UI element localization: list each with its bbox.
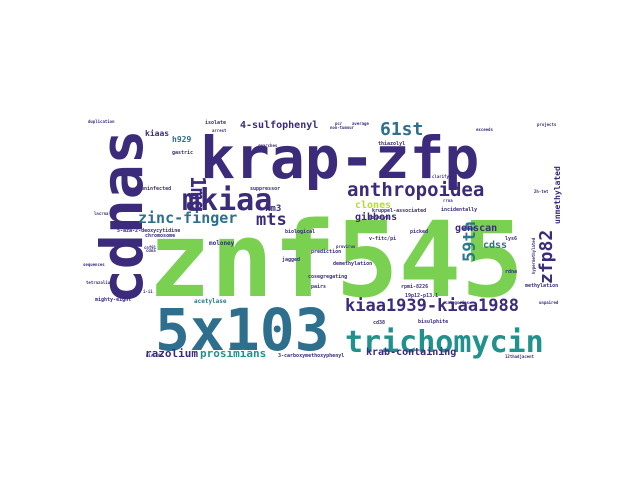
word: moloney: [209, 240, 235, 247]
word: lys6: [505, 236, 517, 242]
word: pairs: [311, 284, 326, 290]
word: exceeds: [476, 127, 493, 132]
word: krap-zfp: [200, 124, 479, 192]
cloud-canvas: [69, 116, 573, 368]
word: cosegregating: [308, 274, 347, 280]
word: znf545: [148, 199, 524, 321]
word: 2h-tet: [534, 189, 549, 194]
word: i-ii: [143, 289, 153, 294]
word: prosimians: [200, 347, 266, 360]
word: 19p12-p13.1: [405, 293, 438, 299]
word: h929: [172, 135, 191, 144]
word: krab-containing: [366, 346, 456, 358]
word: gastric: [172, 150, 193, 156]
word: biological: [285, 229, 315, 235]
word: cdss: [483, 240, 507, 251]
word: 59th: [460, 221, 480, 262]
word: 12thadjacent: [505, 354, 534, 359]
word: uninfected: [141, 186, 171, 192]
word: projects: [537, 122, 557, 127]
word: mts: [256, 210, 287, 230]
word: 61st: [380, 119, 423, 140]
word: clarify: [432, 174, 449, 179]
word: categories: [445, 300, 470, 305]
word: lncrna: [94, 211, 109, 216]
word: km3: [265, 204, 281, 214]
word: thiazolyl: [378, 141, 405, 147]
word: 5x103: [155, 296, 330, 364]
word: cnf91: [144, 245, 157, 250]
word: 1mg: [186, 176, 210, 212]
word: provirus: [336, 244, 356, 249]
word: rrna: [443, 198, 453, 203]
word: kruppel-associated: [372, 208, 426, 214]
word: rdna: [505, 269, 517, 275]
word: acetylase: [194, 298, 227, 305]
word: mkiaa: [182, 183, 272, 218]
word: unpaired: [539, 300, 559, 305]
word: duplication: [88, 119, 115, 124]
word: 3-carboxymethoxyphenyl: [278, 353, 344, 359]
word: genscan: [455, 223, 497, 234]
word: kiaas: [145, 128, 169, 138]
word: demethylation: [333, 261, 372, 267]
word: picked: [410, 229, 428, 235]
word: cd38: [373, 320, 385, 326]
word: mighty-eight: [95, 297, 131, 303]
word: tetrazolium: [86, 280, 113, 285]
word: zfp82: [536, 230, 557, 284]
word: mir-106: [146, 353, 163, 358]
word: rpmi-8226: [401, 284, 428, 290]
word: pcr: [335, 121, 343, 126]
word: non-tumour: [330, 125, 355, 130]
word: clones: [355, 200, 391, 211]
word: hypermethylated: [531, 237, 536, 274]
word: 5-aza-2-deoxycytidine: [117, 228, 180, 234]
word: smarches: [258, 143, 278, 148]
word: cdnas: [88, 129, 156, 304]
word: unmethylated: [553, 166, 562, 224]
word: sequences: [83, 262, 105, 267]
word: razolium: [145, 347, 198, 360]
word: cdna: [146, 248, 156, 253]
word: jagged: [282, 256, 300, 263]
word: methylation: [525, 283, 558, 289]
word: prediction: [311, 249, 341, 255]
word: arrest: [212, 128, 227, 133]
word: gibbons: [355, 211, 397, 223]
word: kiaa1939-kiaa1988: [345, 296, 519, 316]
word: anthropoidea: [347, 179, 484, 201]
word: 4-sulfophenyl: [240, 120, 318, 131]
word: v-fitc/pi: [369, 236, 396, 242]
word: bisulphite: [418, 319, 448, 325]
word: trichomycin: [345, 325, 544, 360]
word: suppressor: [250, 186, 280, 192]
word: monkeys: [368, 215, 389, 221]
word: zinc-finger: [138, 209, 237, 227]
word: isolate: [205, 120, 226, 126]
word: chromosome: [145, 233, 175, 239]
word: incidentally: [441, 207, 477, 213]
word: average: [352, 121, 369, 126]
cloud-words: znf545 krap-zfp cdnas 5x103 trichomycin …: [83, 119, 562, 364]
